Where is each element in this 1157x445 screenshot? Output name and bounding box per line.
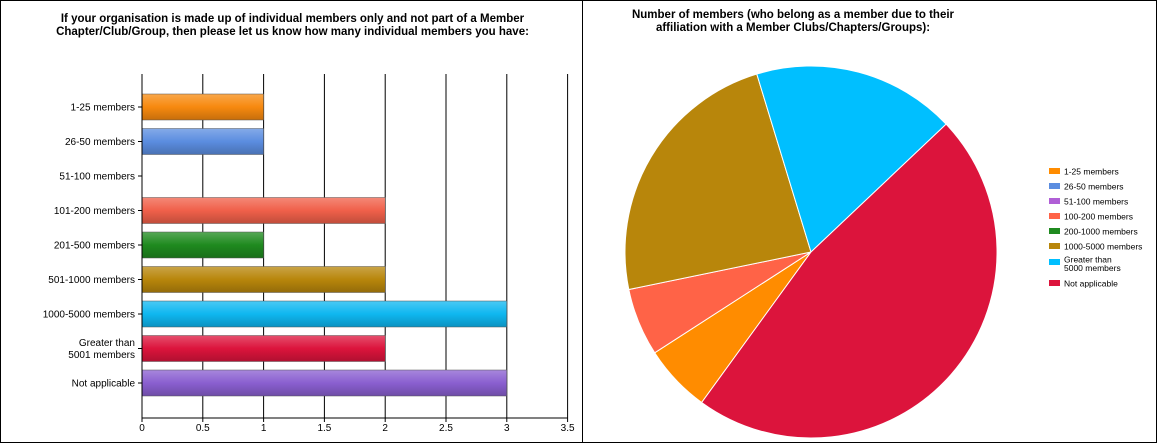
y-label-1000-5000-members: 1000-5000 members (43, 310, 135, 321)
bar-chart: 1-25 members 26-50 members 51-100 members 1… (43, 74, 575, 434)
bar-chart-panel: If your organisation is made up of indiv… (0, 0, 583, 443)
legend-swatch-greater-than-5000-members (1049, 259, 1060, 265)
y-label-not-applicable: Not applicable (72, 379, 136, 390)
legend-label-51-100-members: 51-100 members (1064, 197, 1128, 207)
legend-label-1-25-members: 1-25 members (1064, 167, 1119, 177)
legend-label-26-50-members: 26-50 members (1064, 182, 1124, 192)
bar-26-50-members (141, 128, 264, 155)
y-label-26-50-members: 26-50 members (65, 137, 135, 148)
pie-chart-title-line-1: Number of members (who belong as a membe… (631, 9, 955, 21)
x-label-3-5: 3.5 (561, 423, 575, 434)
y-label-101-200-members: 101-200 members (54, 206, 135, 217)
bar-chart-title-line-1: If your organisation is made up of indiv… (60, 13, 525, 25)
legend-swatch-1-25-members (1049, 168, 1060, 174)
bar-101-200-members (141, 197, 386, 224)
x-label-0: 0 (139, 423, 145, 434)
legend-label-not-applicable: Not applicable (1064, 279, 1118, 289)
pie-slice-greater-than-5000-members (756, 65, 947, 253)
bar-1000-5000-members (141, 300, 508, 328)
pie-slice-1000-5000-members (624, 73, 812, 291)
x-label-3: 3 (504, 423, 510, 434)
bar-1-25-members (141, 93, 264, 121)
legend-label-greater-than-5000-members: Greater than 5000 members (1064, 255, 1121, 274)
y-label-501-1000-members: 501-1000 members (48, 275, 135, 286)
x-label-2-5: 2.5 (439, 423, 453, 434)
pie-chart-panel: Number of members (who belong as a membe… (582, 0, 1157, 443)
legend-swatch-not-applicable (1049, 280, 1060, 286)
x-label-0-5: 0.5 (196, 423, 210, 434)
legend-label-100-200-members: 100-200 members (1064, 212, 1133, 222)
bar-201-500-members (141, 231, 264, 259)
bar-greater-than-5001-members (141, 335, 386, 362)
pie-chart-title: Number of members (who belong as a membe… (583, 9, 1003, 35)
legend-label-200-1000-members: 200-1000 members (1064, 227, 1138, 237)
y-label-1-25-members: 1-25 members (71, 103, 135, 114)
bar-501-1000-members (141, 266, 386, 293)
pie-slice-not-applicable (700, 123, 998, 439)
legend-swatch-100-200-members (1049, 213, 1060, 219)
bar-not-applicable (141, 369, 508, 397)
legend-swatch-51-100-members (1049, 198, 1060, 204)
legend-swatch-1000-5000-members (1049, 243, 1060, 249)
pie-chart-title-line-2: affiliation with a Member Clubs/Chapters… (655, 22, 931, 34)
y-label-201-500-members: 201-500 members (54, 241, 135, 252)
pie-chart: 1-25 members 26-50 members 51-100 members 1… (624, 65, 1142, 439)
bar-chart-title: If your organisation is made up of indiv… (1, 13, 584, 39)
x-label-2: 2 (382, 423, 388, 434)
legend-swatch-200-1000-members (1049, 228, 1060, 234)
legend-swatch-26-50-members (1049, 183, 1060, 189)
x-label-1: 1 (261, 423, 267, 434)
bar-chart-title-line-2: Chapter/Club/Group, then please let us k… (56, 26, 529, 38)
x-label-1-5: 1.5 (317, 423, 331, 434)
y-label-greater-than-5001-members: Greater than 5001 members (68, 338, 135, 361)
y-label-51-100-members: 51-100 members (59, 172, 135, 183)
legend-label-1000-5000-members: 1000-5000 members (1064, 242, 1142, 252)
